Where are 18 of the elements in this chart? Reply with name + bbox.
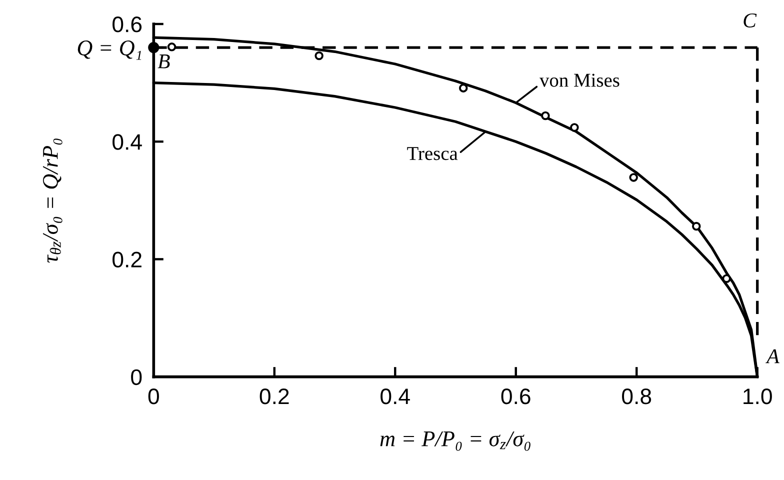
y-tick-label: 0.2 xyxy=(112,252,142,268)
x-tick-label: 0.4 xyxy=(380,388,410,404)
x-axis-title: m = P/P₀ = σ$_{z}$/σ₀ xyxy=(380,431,530,451)
series-label: von Mises xyxy=(539,74,620,87)
annotation: C xyxy=(744,13,757,28)
y-tick-label: 0.6 xyxy=(112,16,142,32)
x-tick-label: 0 xyxy=(148,388,159,404)
y-tick-label: 0 xyxy=(131,369,142,386)
y-tick-label: 0.4 xyxy=(112,134,142,150)
y-tick-label: Q = Q₁ xyxy=(78,40,142,60)
x-tick-label: 1.0 xyxy=(744,388,772,404)
x-tick-label: 0.6 xyxy=(501,388,530,404)
x-tick-label: 0.2 xyxy=(260,388,289,404)
text: A xyxy=(766,349,780,364)
legend-label: Tresca xyxy=(407,147,458,160)
annotation: B xyxy=(158,54,170,68)
x-tick-label: 0.8 xyxy=(622,388,652,404)
y-axis-title: τ$_{θz}$/σ₀ = Q/rP₀ xyxy=(42,138,62,263)
